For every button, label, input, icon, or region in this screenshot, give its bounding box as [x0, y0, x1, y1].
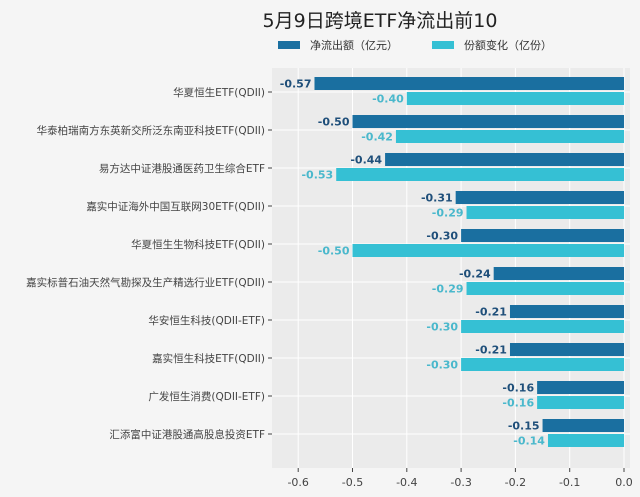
outflow-bar: [542, 419, 624, 432]
outflow-data-label: -0.21: [475, 306, 507, 319]
legend-label-outflow: 净流出额（亿元）: [310, 39, 398, 52]
category-label: 易方达中证港股通医药卫生综合ETF: [99, 162, 265, 175]
share-change-data-label: -0.29: [432, 207, 464, 220]
x-tick-label: -0.2: [505, 476, 526, 489]
outflow-bar: [493, 267, 624, 280]
outflow-data-label: -0.15: [508, 420, 540, 433]
outflow-data-label: -0.44: [350, 154, 382, 167]
legend-item-share-change: 份额变化（亿份）: [432, 37, 552, 53]
category-label: 华泰柏瑞南方东英新交所泛东南亚科技ETF(QDII): [37, 124, 265, 137]
outflow-bar: [509, 305, 624, 318]
share-change-bar: [537, 396, 624, 409]
share-change-bar: [466, 206, 624, 219]
legend-swatch-share-change: [432, 41, 454, 49]
share-change-bar: [466, 282, 624, 295]
outflow-bar: [352, 115, 624, 128]
share-change-data-label: -0.14: [513, 435, 545, 448]
category-label: 嘉实恒生科技ETF(QDII): [152, 352, 265, 365]
share-change-data-label: -0.50: [318, 245, 350, 258]
share-change-bar: [406, 92, 624, 105]
x-tick-label: 0.0: [615, 476, 633, 489]
share-change-bar: [395, 130, 624, 143]
outflow-data-label: -0.21: [475, 344, 507, 357]
share-change-data-label: -0.30: [426, 321, 458, 334]
share-change-bar: [461, 320, 624, 333]
share-change-bar: [336, 168, 624, 181]
share-change-bar: [461, 358, 624, 371]
share-change-bar: [547, 434, 624, 447]
legend-swatch-outflow: [278, 41, 300, 49]
legend-item-outflow: 净流出额（亿元）: [278, 37, 398, 53]
category-label: 华夏恒生ETF(QDII): [173, 86, 265, 99]
share-change-data-label: -0.29: [432, 283, 464, 296]
chart-title: 5月9日跨境ETF净流出前10: [262, 10, 498, 32]
outflow-data-label: -0.31: [421, 192, 453, 205]
share-change-data-label: -0.30: [426, 359, 458, 372]
outflow-bar: [455, 191, 624, 204]
legend-label-share-change: 份额变化（亿份）: [464, 39, 552, 52]
share-change-data-label: -0.40: [372, 93, 404, 106]
outflow-bar: [509, 343, 624, 356]
outflow-bar: [537, 381, 624, 394]
category-label: 嘉实中证海外中国互联网30ETF(QDII): [86, 200, 265, 213]
outflow-bar: [385, 153, 624, 166]
outflow-bar: [314, 77, 624, 90]
outflow-data-label: -0.57: [280, 78, 312, 91]
x-tick-label: -0.5: [342, 476, 363, 489]
category-label: 华夏恒生生物科技ETF(QDII): [131, 238, 265, 251]
outflow-data-label: -0.50: [318, 116, 350, 129]
share-change-data-label: -0.16: [502, 397, 534, 410]
outflow-data-label: -0.30: [426, 230, 458, 243]
outflow-bar: [461, 229, 624, 242]
outflow-data-label: -0.24: [459, 268, 491, 281]
category-label: 华安恒生科技(QDII-ETF): [148, 314, 265, 327]
x-tick-label: -0.4: [396, 476, 417, 489]
outflow-data-label: -0.16: [502, 382, 534, 395]
category-label: 汇添富中证港股通高股息投资ETF: [109, 428, 265, 441]
category-label: 嘉实标普石油天然气勘探及生产精选行业ETF(QDII): [26, 276, 265, 289]
x-tick-label: -0.3: [450, 476, 471, 489]
share-change-data-label: -0.42: [361, 131, 393, 144]
share-change-data-label: -0.53: [301, 169, 333, 182]
x-tick-label: -0.1: [559, 476, 580, 489]
share-change-bar: [352, 244, 624, 257]
legend: 净流出额（亿元） 份额变化（亿份）: [278, 37, 552, 53]
category-label: 广发恒生消费(QDII-ETF): [148, 390, 265, 403]
x-tick-label: -0.6: [287, 476, 308, 489]
